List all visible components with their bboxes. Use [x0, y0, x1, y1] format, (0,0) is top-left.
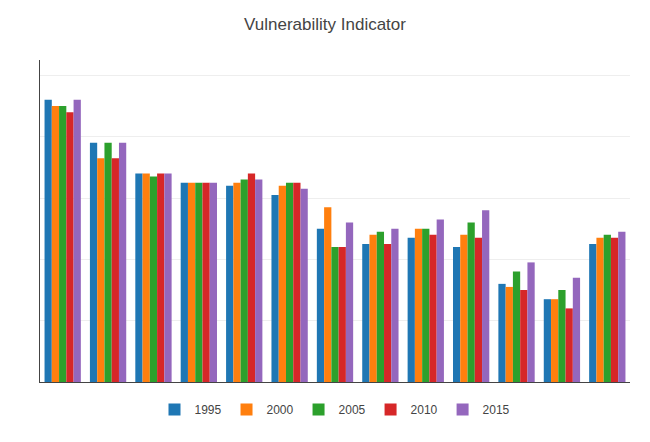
svg-text:2000: 2000 — [267, 403, 294, 417]
svg-text:2015: 2015 — [483, 403, 510, 417]
svg-text:2005: 2005 — [339, 403, 366, 417]
svg-text:Vulnerability Indicator: Vulnerability Indicator — [244, 15, 406, 34]
svg-text:1995: 1995 — [195, 403, 222, 417]
svg-text:2010: 2010 — [411, 403, 438, 417]
